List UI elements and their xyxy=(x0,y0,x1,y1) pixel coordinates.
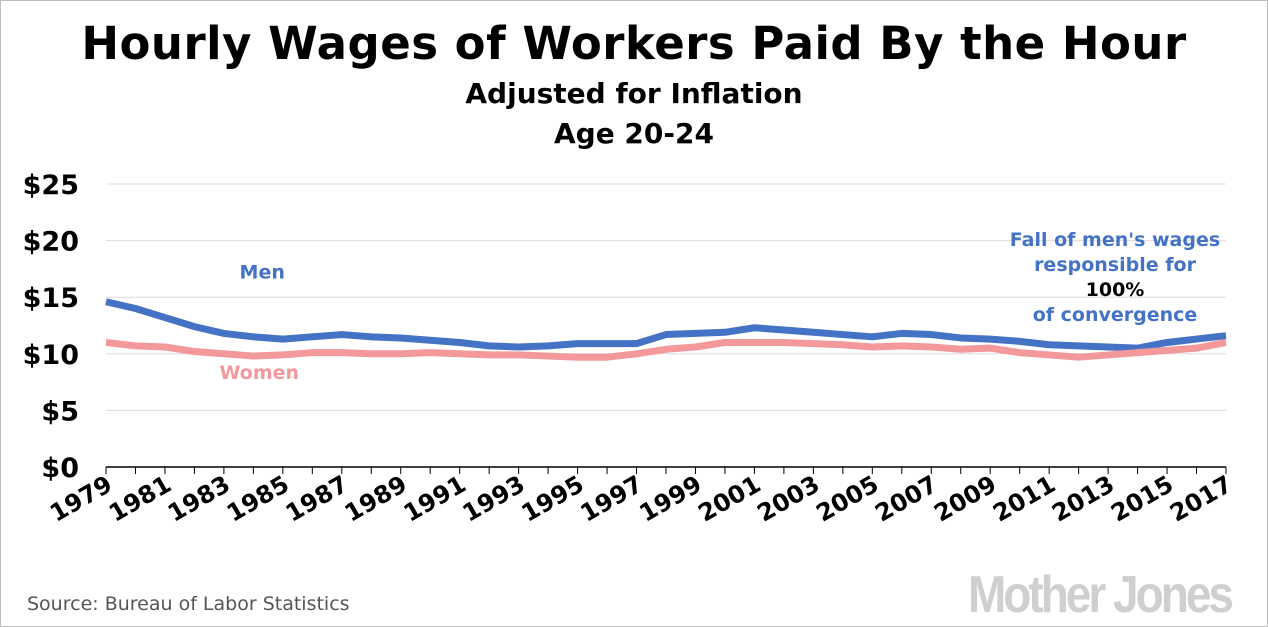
x-tick-label-2015: 2015 xyxy=(1106,470,1178,528)
y-tick-label-10: $10 xyxy=(23,340,79,371)
x-tick-label-2013: 2013 xyxy=(1047,470,1119,528)
annotation-line-2: responsible for xyxy=(1034,254,1197,276)
y-tick-label-20: $20 xyxy=(23,227,79,258)
x-tick-label-1991: 1991 xyxy=(399,470,471,528)
series-label-women: Women xyxy=(219,362,299,384)
y-tick-label-5: $5 xyxy=(41,396,79,427)
x-tick-label-1989: 1989 xyxy=(340,470,412,528)
x-tick-label-1983: 1983 xyxy=(163,470,235,528)
y-tick-label-0: $0 xyxy=(41,453,79,484)
x-tick-label-2001: 2001 xyxy=(694,470,766,528)
x-tick-label-1995: 1995 xyxy=(517,470,589,528)
source-note: Source: Bureau of Labor Statistics xyxy=(27,593,350,615)
x-tick-label-2007: 2007 xyxy=(870,470,942,528)
x-tick-label-2017: 2017 xyxy=(1165,470,1237,528)
chart-title: Hourly Wages of Workers Paid By the Hour xyxy=(81,17,1187,70)
x-tick-label-1999: 1999 xyxy=(635,470,707,528)
series-line-women xyxy=(105,338,1227,361)
x-tick-label-2009: 2009 xyxy=(929,470,1001,528)
x-tick-label-2011: 2011 xyxy=(988,470,1060,528)
annotation-line-3: 100% xyxy=(1086,279,1145,301)
y-tick-label-25: $25 xyxy=(23,170,79,201)
annotation-line-4: of convergence xyxy=(1033,304,1198,326)
x-tick-label-2005: 2005 xyxy=(811,470,883,528)
annotation-line-1: Fall of men's wages xyxy=(1010,229,1220,251)
x-tick-label-1997: 1997 xyxy=(576,470,648,528)
x-tick-label-1981: 1981 xyxy=(104,470,176,528)
x-tick-label-1987: 1987 xyxy=(281,470,353,528)
series-line-men xyxy=(105,298,1227,352)
series-label-men: Men xyxy=(240,261,285,283)
x-tick-label-2003: 2003 xyxy=(753,470,825,528)
chart-subtitle-inflation: Adjusted for Inflation xyxy=(465,77,803,110)
y-tick-label-15: $15 xyxy=(23,283,79,314)
chart-subtitle-age: Age 20-24 xyxy=(553,117,714,150)
mother-jones-logo: Mother Jones xyxy=(967,564,1234,624)
x-tick-label-1993: 1993 xyxy=(458,470,530,528)
x-tick-label-1985: 1985 xyxy=(222,470,294,528)
